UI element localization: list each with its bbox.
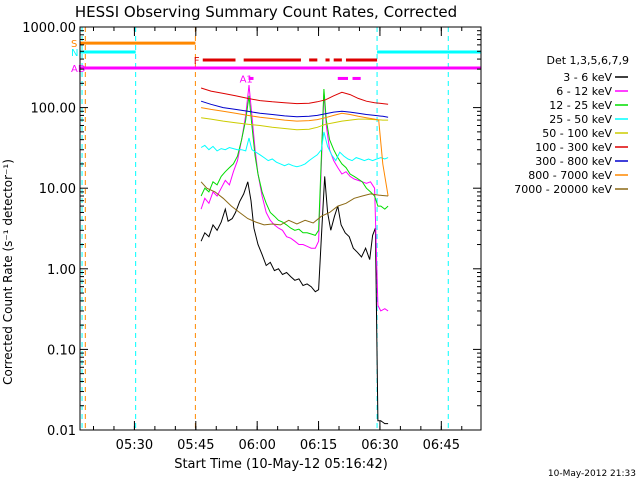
legend-entry-label: 3 - 6 keV [563, 71, 612, 84]
y-tick-label: 0.01 [47, 424, 76, 439]
legend-entry-label: 800 - 7000 keV [528, 169, 612, 182]
y-tick-label: 100.00 [31, 102, 77, 117]
y-tick-label: 10.00 [39, 182, 76, 197]
chart-title: HESSI Observing Summary Count Rates, Cor… [75, 3, 457, 21]
series-line [201, 107, 389, 197]
flag-bar-label: AD [71, 64, 86, 75]
legend-entry-label: 300 - 800 keV [535, 155, 612, 168]
legend-title: Det 1,3,5,6,7,9 [546, 54, 629, 67]
series-line [200, 131, 389, 168]
x-tick-label: 06:30 [361, 438, 398, 453]
legend-entry-label: 12 - 25 keV [549, 99, 612, 112]
legend-entry-label: 100 - 300 keV [535, 141, 612, 154]
legend-entry-label: 6 - 12 keV [556, 85, 612, 98]
series-line [200, 176, 389, 425]
footer-timestamp: 10-May-2012 21:33 [548, 469, 636, 479]
legend-entry-label: 7000 - 20000 keV [514, 183, 612, 196]
y-tick-label: 1000.00 [22, 21, 76, 36]
flag-bar-label: S [71, 39, 77, 50]
flag-bar-label: A1 [240, 74, 253, 85]
y-axis-label: Corrected Count Rate (s⁻¹ detector⁻¹) [1, 159, 15, 385]
series-line [200, 87, 389, 105]
flag-bar-label: N [71, 48, 78, 59]
y-tick-label: 0.10 [47, 343, 76, 358]
x-tick-label: 06:15 [300, 438, 337, 453]
series-line [201, 117, 389, 131]
x-tick-label: 05:45 [177, 438, 214, 453]
series-line [200, 100, 389, 118]
legend-entry-label: 25 - 50 keV [549, 113, 612, 126]
series-line [200, 85, 389, 312]
legend-entry-label: 50 - 100 keV [542, 127, 612, 140]
plot-frame [79, 26, 482, 431]
flag-bar-label: F [194, 56, 200, 67]
plot-area: SN F AD A1 0.01 0.10 1.00 10.00 100.00 1000.00 05:… [22, 21, 628, 453]
series-line [200, 181, 389, 226]
x-tick-label: 05:30 [116, 438, 153, 453]
series-line [200, 88, 389, 236]
y-tick-label: 1.00 [47, 263, 76, 278]
x-tick-label: 06:00 [238, 438, 275, 453]
x-axis-label: Start Time (10-May-12 05:16:42) [174, 457, 388, 472]
x-tick-label: 06:45 [423, 438, 460, 453]
